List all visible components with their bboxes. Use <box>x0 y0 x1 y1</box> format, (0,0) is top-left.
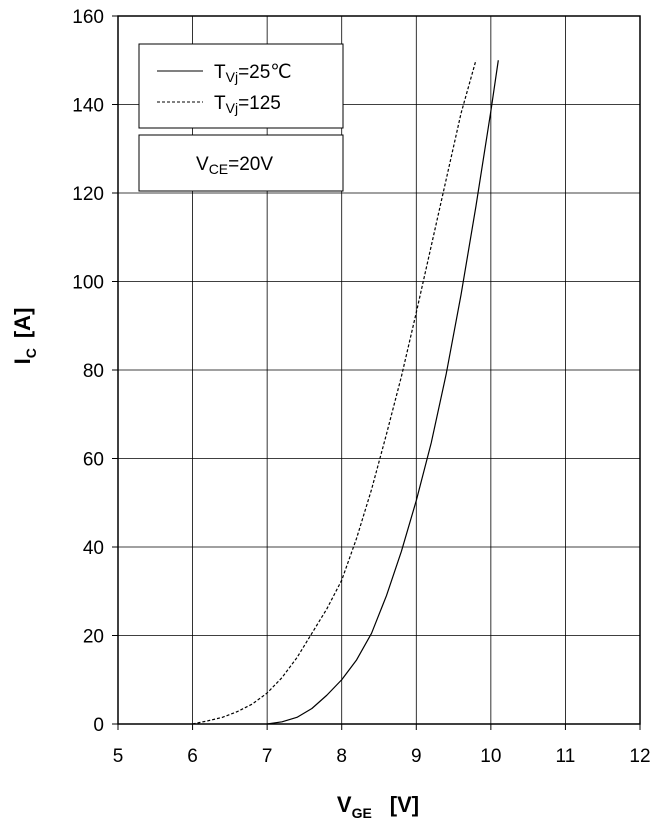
y-tick-label-0: 0 <box>93 715 104 736</box>
series-group <box>192 60 499 725</box>
annotation-text: VCE=20V <box>196 154 273 177</box>
legend-label-series-2: TVj=125 <box>214 93 281 116</box>
legend-box <box>138 43 344 129</box>
annotation-box <box>138 134 344 192</box>
x-tick-label-6: 6 <box>187 746 198 767</box>
y-tick-label-60: 60 <box>83 450 104 471</box>
vce-annotation: VCE=20V <box>138 134 344 192</box>
series-line-2 <box>192 60 477 725</box>
y-axis-label-unit: [A] <box>10 308 35 339</box>
x-tick-label-9: 9 <box>411 746 422 767</box>
y-tick-label-20: 20 <box>83 627 104 648</box>
y-tick-label-160: 160 <box>72 7 104 28</box>
x-tick-label-12: 12 <box>629 746 650 767</box>
x-tick-label-11: 11 <box>556 746 576 767</box>
y-tick-label-120: 120 <box>72 184 104 205</box>
y-tick-label-100: 100 <box>72 273 104 294</box>
x-axis-label-sub: GE <box>352 805 372 821</box>
series-line-1 <box>267 60 499 725</box>
y-tick-label-140: 140 <box>72 96 104 117</box>
x-tick-label-8: 8 <box>336 746 347 767</box>
y-axis-label-main: I <box>10 358 35 364</box>
y-tick-label-40: 40 <box>83 538 104 559</box>
y-axis-label: IC [A] <box>10 308 39 365</box>
grid <box>117 15 641 725</box>
x-axis-label: VGE [V] <box>337 792 419 821</box>
x-tick-label-10: 10 <box>480 746 501 767</box>
x-axis-label-main: V <box>337 792 352 817</box>
legend: TVj=25℃ TVj=125 <box>138 43 344 129</box>
y-tick-label-80: 80 <box>83 361 104 382</box>
x-axis-label-unit: [V] <box>390 792 419 817</box>
legend-label-series-1: TVj=25℃ <box>214 62 292 85</box>
y-axis-label-sub: C <box>23 348 39 358</box>
x-tick-label-7: 7 <box>262 746 273 767</box>
x-tick-label-5: 5 <box>113 746 124 767</box>
